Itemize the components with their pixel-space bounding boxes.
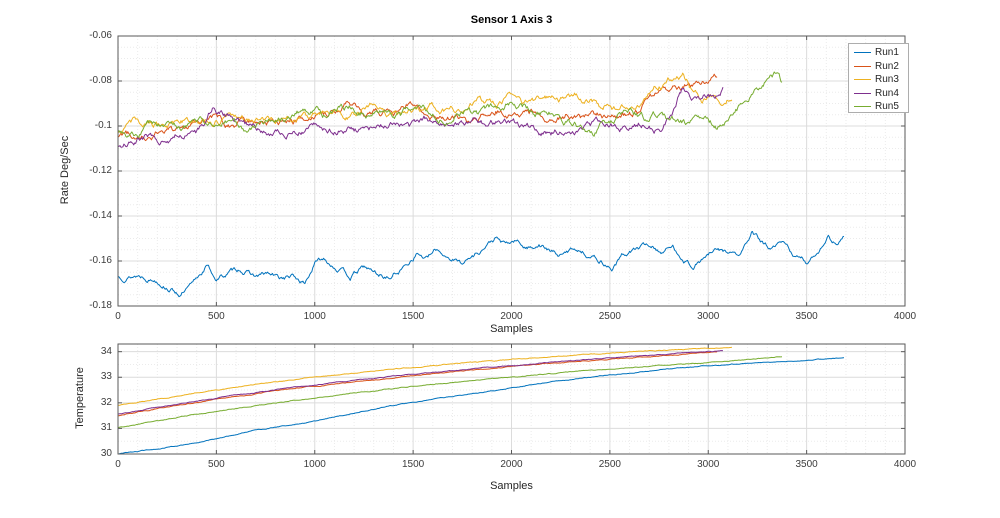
y-tick-label: -0.06 — [89, 30, 112, 41]
x-tick-label: 2500 — [598, 459, 621, 470]
legend-line-sample — [854, 106, 871, 108]
x-tick-label: 4000 — [893, 459, 917, 470]
series-line-Run4 — [117, 87, 724, 148]
legend-label: Run3 — [875, 74, 899, 86]
legend-entry: Run5 — [849, 100, 908, 114]
series-line-Run2 — [118, 351, 718, 417]
y-tick-label: 32 — [100, 396, 112, 408]
legend-label: Run2 — [875, 60, 899, 72]
x-tick-label: 3000 — [697, 459, 720, 470]
top-x-axis-label: Samples — [490, 323, 533, 335]
x-tick-label: 1500 — [402, 459, 425, 470]
legend-entry: Run3 — [849, 73, 908, 87]
y-tick-label: -0.14 — [89, 210, 112, 221]
legend-entry: Run2 — [849, 60, 908, 74]
x-tick-label: 0 — [115, 459, 121, 470]
y-tick-label: -0.08 — [89, 75, 112, 86]
legend-line-sample — [854, 79, 871, 81]
bottom-x-axis-label: Samples — [490, 480, 533, 492]
legend-line-sample — [854, 52, 871, 54]
y-tick-label: -0.1 — [94, 120, 112, 131]
legend-entry: Run4 — [849, 87, 908, 101]
x-tick-label: 500 — [208, 459, 225, 470]
legend-label: Run1 — [875, 47, 899, 59]
series-line-Run1 — [117, 231, 845, 298]
series-line-Run5 — [117, 71, 783, 138]
x-tick-label: 2000 — [500, 311, 523, 322]
legend-line-sample — [854, 65, 871, 67]
x-tick-label: 1000 — [303, 311, 326, 322]
series-line-Run1 — [117, 357, 844, 455]
x-tick-label: 2000 — [500, 459, 523, 470]
y-tick-label: -0.18 — [89, 300, 112, 311]
x-tick-label: 0 — [115, 311, 121, 322]
legend-label: Run5 — [875, 101, 899, 113]
series-line-Run3 — [118, 346, 732, 406]
subplot-0 — [117, 35, 906, 307]
legend: Run1 Run2 Run3 Run4 Run5 — [848, 43, 909, 113]
y-tick-label: 33 — [100, 371, 112, 383]
x-tick-label: 1500 — [402, 311, 425, 322]
x-tick-label: 2500 — [598, 311, 621, 322]
y-tick-label: 31 — [100, 422, 112, 434]
legend-label: Run4 — [875, 87, 899, 99]
series-line-Run5 — [117, 356, 783, 429]
y-tick-label: -0.16 — [89, 255, 112, 266]
x-tick-label: 3500 — [795, 311, 818, 322]
x-tick-label: 4000 — [893, 311, 917, 322]
x-tick-label: 3500 — [795, 459, 818, 470]
x-tick-label: 3000 — [697, 311, 720, 322]
legend-entry: Run1 — [849, 46, 908, 60]
x-tick-label: 500 — [208, 311, 225, 322]
series-line-Run4 — [117, 350, 724, 415]
y-tick-label: -0.12 — [89, 165, 112, 176]
y-tick-label: 30 — [100, 448, 112, 459]
series-line-Run3 — [117, 72, 733, 134]
y-tick-label: 34 — [100, 345, 112, 357]
legend-line-sample — [854, 92, 871, 94]
x-tick-label: 1000 — [303, 459, 326, 470]
chart-title: Sensor 1 Axis 3 — [470, 14, 553, 26]
subplot-1 — [117, 343, 906, 455]
